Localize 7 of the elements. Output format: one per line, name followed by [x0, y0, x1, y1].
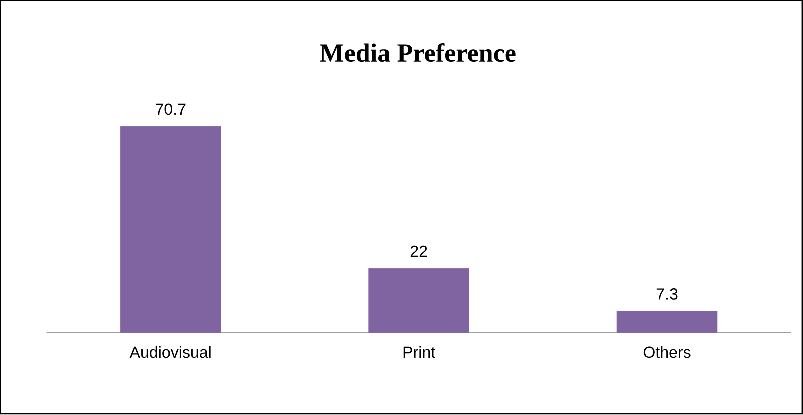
- x-tick-label: Others: [644, 346, 691, 358]
- x-tick-label: Audiovisual: [130, 346, 211, 358]
- data-label: 22: [410, 246, 428, 258]
- data-label: 70.7: [156, 104, 186, 116]
- chart-title: Media Preference: [320, 44, 516, 62]
- x-tick-label: Print: [404, 346, 436, 358]
- data-label: 7.3: [656, 288, 678, 300]
